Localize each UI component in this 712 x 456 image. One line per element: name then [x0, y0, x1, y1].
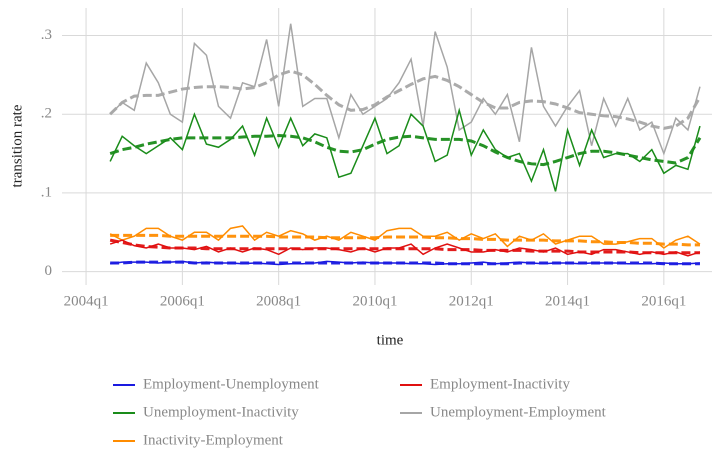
y-tick-label: .3 [41, 27, 52, 43]
series-line [109, 107, 701, 192]
series-line [109, 225, 701, 249]
x-axis-label: time [377, 332, 404, 348]
y-axis-label: transition rate [9, 104, 25, 187]
trend-line [109, 133, 702, 167]
trend-line [109, 69, 702, 130]
legend-label: Inactivity-Employment [143, 432, 284, 448]
x-tick-label: 2008q1 [256, 293, 301, 309]
trend-line [110, 233, 700, 247]
x-tick-label: 2016q1 [641, 293, 686, 309]
y-tick-label: 0 [45, 263, 53, 279]
x-tick-label: 2012q1 [449, 293, 494, 309]
x-tick-label: 2010q1 [352, 293, 397, 309]
y-tick-label: .2 [41, 106, 52, 122]
x-tick-label: 2014q1 [545, 293, 590, 309]
x-tick-label: 2004q1 [64, 293, 109, 309]
legend-label: Employment-Unemployment [143, 376, 320, 392]
legend-label: Unemployment-Inactivity [143, 404, 299, 420]
trend-line [109, 238, 700, 255]
y-tick-label: .1 [41, 184, 52, 200]
x-tick-label: 2006q1 [160, 293, 205, 309]
trend-line [110, 260, 700, 266]
series-line [109, 23, 701, 156]
legend-label: Unemployment-Employment [430, 404, 607, 420]
legend-label: Employment-Inactivity [430, 376, 570, 392]
